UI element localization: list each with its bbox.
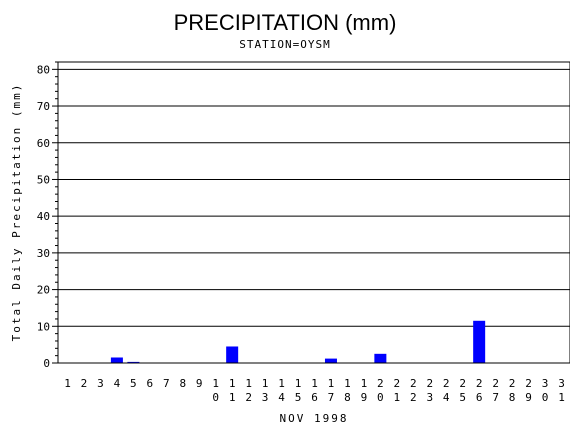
x-tick-label: 3 — [542, 377, 549, 390]
x-tick-label: 6 — [311, 391, 318, 404]
x-tick-label: 1 — [212, 377, 219, 390]
y-tick-label: 40 — [37, 210, 50, 223]
x-tick-label: 5 — [459, 391, 466, 404]
x-tick-label: 2 — [410, 377, 417, 390]
x-tick-label: 3 — [262, 391, 269, 404]
bar-day-17 — [324, 358, 337, 363]
x-tick-label: 3 — [97, 377, 104, 390]
y-tick-label: 0 — [43, 357, 50, 370]
x-tick-label: 2 — [459, 377, 466, 390]
bar-day-11 — [226, 346, 239, 363]
x-tick-label: 2 — [377, 377, 384, 390]
x-tick-label: 2 — [443, 377, 450, 390]
y-axis-label: Total Daily Precipitation (mm) — [10, 83, 23, 342]
x-tick-label: 2 — [525, 377, 532, 390]
x-tick-label: 2 — [394, 377, 401, 390]
x-tick-label: 2 — [492, 377, 499, 390]
y-tick-label: 70 — [37, 100, 50, 113]
x-tick-label: 1 — [394, 391, 401, 404]
x-tick-label: 8 — [509, 391, 516, 404]
x-tick-label: 1 — [311, 377, 318, 390]
x-tick-label: 1 — [229, 391, 236, 404]
x-tick-label: 8 — [344, 391, 351, 404]
y-tick-label: 60 — [37, 137, 50, 150]
y-tick-label: 30 — [37, 247, 50, 260]
x-tick-label: 7 — [328, 391, 335, 404]
x-tick-label: 7 — [163, 377, 170, 390]
bar-day-26 — [473, 320, 486, 363]
x-tick-label: 0 — [212, 391, 219, 404]
y-tick-label: 80 — [37, 63, 50, 76]
chart-subtitle: STATION=OYSM — [239, 38, 330, 51]
x-tick-label: 2 — [245, 391, 252, 404]
x-tick-label: 2 — [509, 377, 516, 390]
x-tick-label: 6 — [476, 391, 483, 404]
x-tick-label: 0 — [377, 391, 384, 404]
x-tick-label: 4 — [114, 377, 121, 390]
x-tick-label: 2 — [426, 377, 433, 390]
bars — [110, 320, 486, 363]
x-tick-label: 2 — [81, 377, 88, 390]
x-tick-label: 1 — [245, 377, 252, 390]
x-tick-label: 1 — [328, 377, 335, 390]
x-tick-label: 2 — [476, 377, 483, 390]
x-tick-label: 9 — [525, 391, 532, 404]
bar-day-5 — [127, 361, 140, 363]
bar-day-20 — [374, 353, 387, 363]
x-tick-label: 4 — [443, 391, 450, 404]
x-tick-label: 1 — [229, 377, 236, 390]
chart-title: PRECIPITATION (mm) — [174, 10, 397, 35]
bar-day-4 — [110, 357, 123, 363]
x-tick-label: 1 — [361, 377, 368, 390]
x-tick-label: 1 — [278, 377, 285, 390]
y-ticks: 0 10 20 30 40 50 60 70 80 — [37, 61, 58, 370]
gridlines — [58, 68, 570, 327]
x-tick-label: 1 — [295, 377, 302, 390]
x-tick-label: 0 — [542, 391, 549, 404]
x-tick-label: 1 — [64, 377, 71, 390]
plot-frame — [57, 61, 570, 364]
x-tick-label: 3 — [426, 391, 433, 404]
x-axis-label: NOV 1998 — [280, 412, 349, 425]
x-ticks: 1 2 3 4 5 6 7 8 9 1011121314151617181920212223242… — [64, 377, 565, 404]
x-tick-label: 9 — [196, 377, 203, 390]
x-tick-label: 6 — [147, 377, 154, 390]
x-tick-label: 1 — [344, 377, 351, 390]
x-tick-label: 1 — [262, 377, 269, 390]
y-tick-label: 10 — [37, 320, 50, 333]
x-tick-label: 7 — [492, 391, 499, 404]
x-tick-label: 5 — [130, 377, 137, 390]
x-tick-label: 2 — [410, 391, 417, 404]
x-tick-label: 3 — [558, 377, 565, 390]
x-tick-label: 1 — [558, 391, 565, 404]
y-tick-label: 20 — [37, 284, 50, 297]
y-tick-label: 50 — [37, 173, 50, 186]
x-tick-label: 5 — [295, 391, 302, 404]
x-tick-label: 9 — [361, 391, 368, 404]
x-tick-label: 8 — [179, 377, 186, 390]
x-tick-label: 4 — [278, 391, 285, 404]
